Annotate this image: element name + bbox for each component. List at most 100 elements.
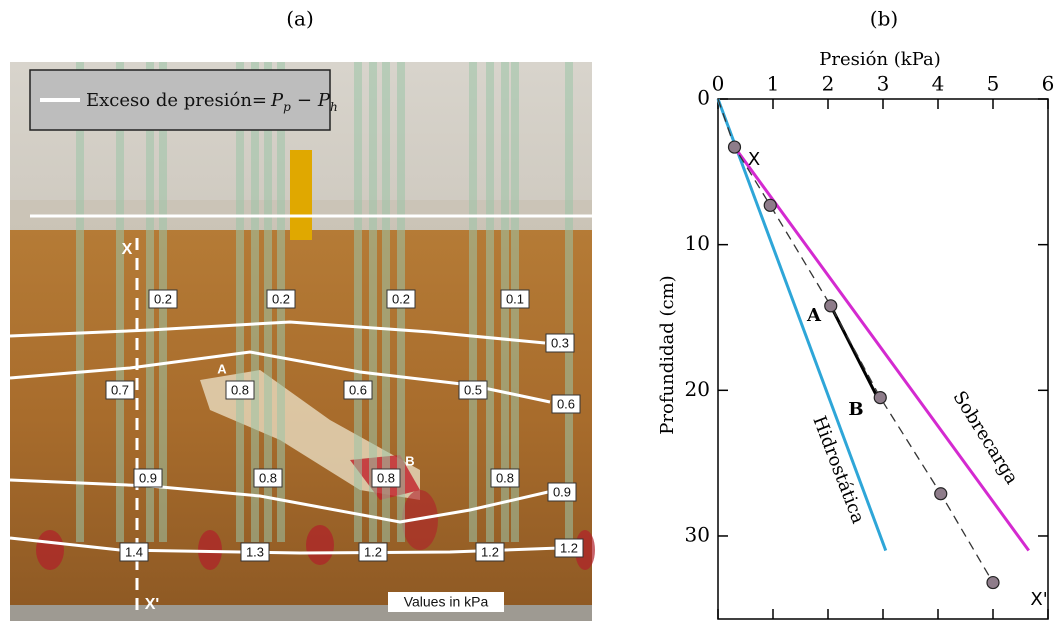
label-box xyxy=(266,289,296,309)
pressure-label: 0.3 xyxy=(551,335,569,350)
contour xyxy=(9,478,549,524)
data-point xyxy=(873,390,887,405)
series-line xyxy=(733,146,1030,552)
formula-operator: − xyxy=(297,90,312,111)
pressure-label: 0.6 xyxy=(349,382,367,397)
pressure-label: 0.9 xyxy=(553,484,571,499)
tube xyxy=(116,62,124,542)
tube xyxy=(236,62,244,542)
data-point xyxy=(824,299,838,313)
point-marker: A xyxy=(217,361,227,376)
series-line xyxy=(716,98,888,552)
label-box xyxy=(371,468,401,488)
y-tick-label: 10 xyxy=(685,231,710,255)
pressure-label: 0.8 xyxy=(259,470,277,485)
label-box xyxy=(253,468,283,488)
annotation: X' xyxy=(1030,589,1047,610)
pressure-label: 0.6 xyxy=(557,396,575,411)
tube xyxy=(354,62,362,542)
label-box xyxy=(490,468,520,488)
pressure-label: 0.9 xyxy=(139,470,157,485)
pressure-label: 1.2 xyxy=(481,544,499,559)
pressure-label: 1.2 xyxy=(560,540,578,555)
data-point xyxy=(727,140,742,154)
units-note: Values in kPa xyxy=(404,594,489,610)
panel-label: (b) xyxy=(870,7,898,31)
x-tick-label: 5 xyxy=(987,72,1000,96)
formula-subscript: p xyxy=(283,100,291,114)
pressure-label: 0.2 xyxy=(272,291,290,306)
label-box xyxy=(148,289,178,309)
data-point xyxy=(934,487,948,501)
point-marker: B xyxy=(405,453,414,468)
y-tick-label: 20 xyxy=(685,377,710,401)
label-box xyxy=(240,542,270,562)
legend-box xyxy=(29,69,331,131)
pressure-label: 0.5 xyxy=(464,382,482,397)
x-axis-title: Presión (kPa) xyxy=(819,49,941,70)
pressure-label: 0.7 xyxy=(111,382,129,397)
tube xyxy=(251,62,259,542)
tube xyxy=(369,62,377,542)
formula-term: P xyxy=(270,90,284,111)
tube xyxy=(469,62,477,542)
legend-label: Exceso de presión= xyxy=(86,90,267,111)
label-box xyxy=(458,380,488,400)
panel-label: (a) xyxy=(286,7,314,31)
label-box xyxy=(105,380,135,400)
formula-subscript: h xyxy=(330,100,338,114)
label-box xyxy=(225,380,255,400)
units-box xyxy=(388,592,504,612)
x-tick-label: 1 xyxy=(767,72,780,96)
pressure-labels: 0.2 0.2 0.2 0.1 0.7 0.8 0.6 0.5 0.9 0.8 0.8 0.8 1.4 1… xyxy=(105,289,584,562)
annotation: X xyxy=(748,149,760,170)
label-box xyxy=(343,380,373,400)
pressure-label: 1.3 xyxy=(246,544,264,559)
section-marker: X' xyxy=(145,596,159,613)
tube xyxy=(486,62,494,542)
pressure-label: 0.8 xyxy=(377,470,395,485)
label-box xyxy=(475,542,505,562)
pressure-label: 0.1 xyxy=(506,291,524,306)
label-box xyxy=(133,468,163,488)
tube xyxy=(76,62,84,542)
y-tick-label: 0 xyxy=(697,86,710,110)
legend-text: Exceso de presión= Pp − Ph xyxy=(86,90,338,114)
section-marker: X xyxy=(122,241,133,258)
label-box xyxy=(554,538,584,558)
contour xyxy=(9,320,546,345)
x-tick-label: 6 xyxy=(1042,72,1054,96)
label-box xyxy=(386,289,416,309)
pressure-label: 0.8 xyxy=(231,382,249,397)
series-label: Hidrostática xyxy=(808,413,868,527)
data-point xyxy=(986,575,1000,590)
pressure-label: 1.2 xyxy=(364,544,382,559)
chart: (b) Presión (kPa) Profundidad (cm) 0 1 2 3 4… xyxy=(657,7,1054,620)
annotation: A xyxy=(806,305,822,326)
series-line xyxy=(829,305,879,399)
label-box xyxy=(551,394,581,414)
x-tick-label: 4 xyxy=(932,72,945,96)
label-box xyxy=(119,542,149,562)
data-point xyxy=(763,198,777,212)
formula-term: P xyxy=(317,90,331,111)
tube xyxy=(565,62,573,542)
pressure-label: 1.4 xyxy=(125,544,143,559)
x-tick-label: 3 xyxy=(877,72,890,96)
label-box xyxy=(545,333,575,353)
legend: Exceso de presión= Pp − Ph xyxy=(29,69,338,131)
tube xyxy=(382,62,390,542)
y-tick-label: 30 xyxy=(685,522,710,546)
label-box xyxy=(500,289,530,309)
series-label: Sobrecarga xyxy=(949,387,1023,488)
pressure-label: 0.2 xyxy=(392,291,410,306)
label-box xyxy=(547,482,577,502)
pressure-label: 0.8 xyxy=(496,470,514,485)
x-tick-label: 2 xyxy=(822,72,835,96)
label-box xyxy=(358,542,388,562)
annotation: B xyxy=(848,399,863,420)
pressure-label: 0.2 xyxy=(154,291,172,306)
x-tick-label: 0 xyxy=(712,72,725,96)
y-axis-title: Profundidad (cm) xyxy=(657,275,678,434)
